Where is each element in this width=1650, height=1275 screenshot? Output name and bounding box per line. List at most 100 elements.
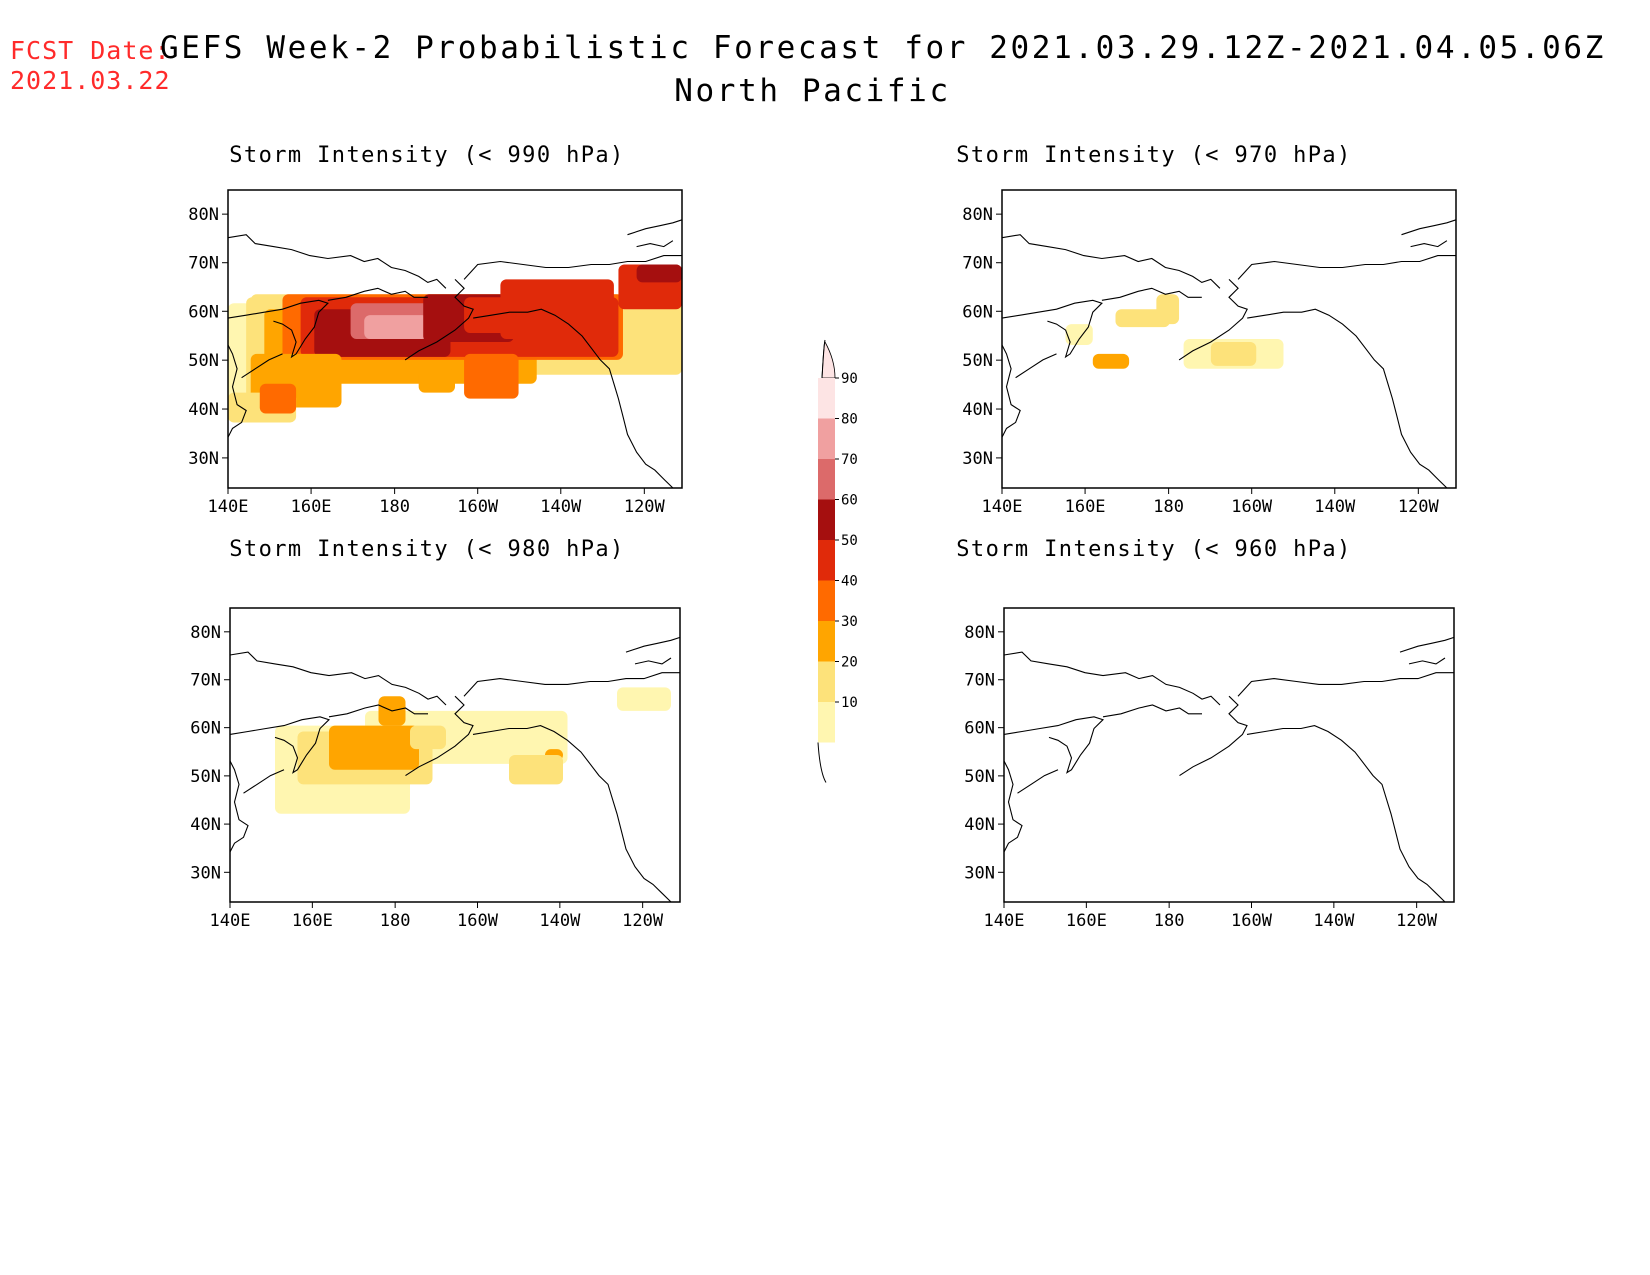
coastline <box>1410 240 1448 248</box>
coastline <box>472 725 672 903</box>
lat-tick-label: 30N <box>962 449 993 469</box>
colorbar-segment <box>818 378 835 419</box>
probability-cell <box>410 725 446 750</box>
lat-tick-label: 50N <box>962 351 993 371</box>
lat-tick-label: 50N <box>188 351 219 371</box>
probability-fill <box>275 687 671 814</box>
probability-cell <box>1156 294 1180 325</box>
coastline <box>463 672 680 697</box>
lat-tick-label: 60N <box>190 719 221 739</box>
lat-tick-label: 80N <box>964 623 995 643</box>
lat-tick-label: 30N <box>188 449 219 469</box>
lat-tick-label: 80N <box>188 205 219 225</box>
coastline <box>1003 651 1221 706</box>
coastline <box>1015 353 1057 379</box>
lat-tick-label: 70N <box>962 254 993 274</box>
coastline <box>625 636 681 653</box>
coastline <box>1237 672 1454 697</box>
panel-title-960: Storm Intensity (< 960 hPa) <box>956 537 1352 562</box>
lon-tick-label: 140W <box>539 911 581 931</box>
coastline <box>404 279 474 361</box>
coastline <box>229 716 331 774</box>
probability-cell <box>418 368 455 393</box>
colorbar-label: 60 <box>841 493 858 509</box>
colorbar-label: 10 <box>841 695 858 711</box>
map-frame <box>1001 189 1457 489</box>
coastline <box>473 308 674 489</box>
colorbar-label: 30 <box>841 614 858 630</box>
lon-tick-label: 160E <box>1065 497 1106 517</box>
lon-tick-label: 140E <box>208 497 249 517</box>
lat-tick-label: 30N <box>190 863 221 883</box>
lat-tick-label: 60N <box>964 719 995 739</box>
coastline <box>1003 716 1105 774</box>
coastline <box>1246 725 1446 903</box>
lat-tick-label: 80N <box>190 623 221 643</box>
probability-cell <box>259 383 297 414</box>
lat-tick-label: 50N <box>190 767 221 787</box>
lon-tick-label: 160W <box>1231 497 1273 517</box>
map-panel-980-hpa: 80N 70N 60N 50N 40N 30N 140E 160E 180 160W 140W 120… <box>190 607 681 931</box>
lon-tick-label: 120W <box>622 911 664 931</box>
colorbar: 90 80 70 60 50 40 30 20 10 <box>817 339 858 783</box>
lon-tick-label: 160E <box>292 911 333 931</box>
coastline <box>241 353 283 379</box>
coastline <box>229 760 249 853</box>
coastlines <box>1003 636 1455 903</box>
lon-tick-label: 160E <box>291 497 332 517</box>
coastline <box>229 651 447 706</box>
map-panel-960-hpa: 80N 70N 60N 50N 40N 30N 140E 160E 180 160W 140W 120… <box>964 607 1455 931</box>
map-background <box>1004 608 1454 902</box>
lon-tick-label: 160W <box>1231 911 1273 931</box>
lat-tick-label: 60N <box>188 302 219 322</box>
coastlines <box>1001 219 1457 489</box>
colorbar-segment <box>818 580 835 621</box>
lat-tick-label: 80N <box>962 205 993 225</box>
panel-title-990: Storm Intensity (< 990 hPa) <box>229 143 625 168</box>
probability-cell <box>1210 341 1257 366</box>
map-frame <box>1003 607 1455 903</box>
lon-tick-label: 180 <box>380 911 411 931</box>
coastline <box>1001 234 1221 289</box>
coastline <box>1003 760 1023 853</box>
lon-tick-label: 120W <box>1396 911 1438 931</box>
lon-tick-label: 180 <box>1154 911 1185 931</box>
lon-tick-label: 120W <box>624 497 666 517</box>
forecast-date-label: FCST Date: <box>10 36 171 65</box>
lon-tick-label: 120W <box>1398 497 1440 517</box>
coastline <box>1102 704 1202 718</box>
colorbar-label: 50 <box>841 533 858 549</box>
lon-tick-label: 140E <box>982 497 1023 517</box>
map-panel-990-hpa: 80N 70N 60N 50N 40N 30N 140E 160E 180 160W 140W 120… <box>188 189 683 517</box>
panel-title-970: Storm Intensity (< 970 hPa) <box>956 143 1352 168</box>
probability-cell <box>1092 353 1130 369</box>
lat-tick-label: 40N <box>962 400 993 420</box>
coastline <box>1001 344 1021 438</box>
coastline <box>1179 695 1248 777</box>
coastlines <box>229 636 681 903</box>
coastline <box>1001 299 1103 359</box>
coastline <box>634 657 672 665</box>
forecast-date-value: 2021.03.22 <box>10 66 171 95</box>
lat-tick-label: 70N <box>964 671 995 691</box>
lat-tick-label: 70N <box>190 671 221 691</box>
page-title: GEFS Week-2 Probabilistic Forecast for 2… <box>160 30 1606 66</box>
probability-cell <box>636 264 682 283</box>
colorbar-label: 70 <box>841 452 858 468</box>
lon-tick-label: 160W <box>457 497 499 517</box>
colorbar-label: 80 <box>841 412 858 428</box>
probability-cell <box>500 279 614 339</box>
coastline <box>1401 219 1457 236</box>
probability-cell <box>509 755 563 785</box>
lon-tick-label: 140W <box>540 497 582 517</box>
coastlines <box>227 219 683 489</box>
map-frame <box>227 189 683 489</box>
coastline <box>227 234 447 289</box>
lat-tick-label: 30N <box>964 863 995 883</box>
coastline <box>1399 636 1455 653</box>
coastline <box>1408 657 1446 665</box>
coastline <box>1237 255 1456 280</box>
colorbar-label: 40 <box>841 574 858 590</box>
colorbar-segment <box>818 661 835 702</box>
coastline <box>328 704 428 718</box>
